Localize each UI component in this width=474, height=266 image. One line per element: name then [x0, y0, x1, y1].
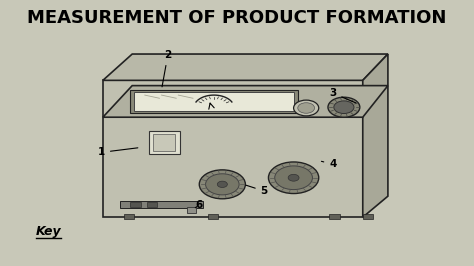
FancyBboxPatch shape	[329, 214, 340, 219]
FancyBboxPatch shape	[130, 202, 141, 207]
Circle shape	[275, 166, 312, 190]
Circle shape	[334, 101, 354, 114]
FancyBboxPatch shape	[130, 90, 298, 113]
Text: 4: 4	[321, 159, 337, 169]
FancyBboxPatch shape	[147, 202, 157, 207]
Text: 3: 3	[329, 88, 356, 103]
FancyBboxPatch shape	[149, 131, 181, 154]
Circle shape	[217, 181, 228, 188]
FancyBboxPatch shape	[103, 80, 363, 217]
FancyBboxPatch shape	[153, 134, 175, 151]
Text: MEASUREMENT OF PRODUCT FORMATION: MEASUREMENT OF PRODUCT FORMATION	[27, 9, 447, 27]
Text: Key: Key	[36, 225, 62, 238]
Circle shape	[293, 100, 319, 116]
Circle shape	[288, 174, 299, 181]
FancyBboxPatch shape	[208, 214, 218, 219]
Circle shape	[206, 174, 239, 195]
Circle shape	[268, 162, 319, 194]
Circle shape	[328, 97, 360, 117]
FancyBboxPatch shape	[134, 93, 293, 111]
FancyBboxPatch shape	[119, 201, 203, 208]
Text: 6: 6	[195, 200, 203, 210]
FancyBboxPatch shape	[187, 207, 196, 213]
FancyBboxPatch shape	[124, 214, 134, 219]
Text: 1: 1	[98, 147, 138, 157]
Text: 2: 2	[162, 50, 172, 87]
Circle shape	[199, 170, 246, 199]
Polygon shape	[103, 54, 388, 80]
Polygon shape	[363, 54, 388, 217]
Polygon shape	[103, 86, 388, 117]
Text: 5: 5	[246, 185, 268, 196]
Circle shape	[298, 103, 315, 113]
FancyBboxPatch shape	[363, 214, 373, 219]
